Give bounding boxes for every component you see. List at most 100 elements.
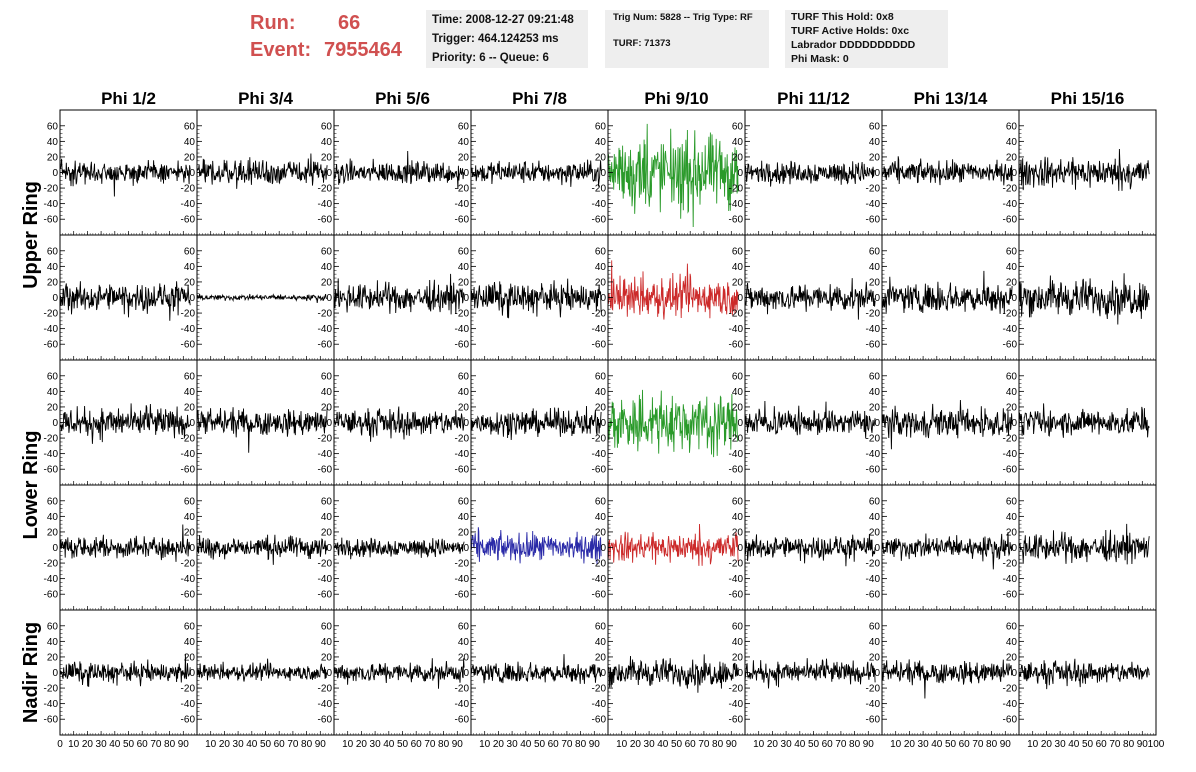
x-tick-label: 40 <box>109 739 121 750</box>
y-tick-label: 20 <box>595 152 607 163</box>
y-tick-label: 20 <box>595 527 607 538</box>
y-tick-label: 0 <box>874 668 880 679</box>
y-tick-label: 0 <box>874 168 880 179</box>
y-tick-label: 20 <box>732 152 744 163</box>
y-tick-label: 40 <box>1006 262 1018 273</box>
x-tick-label: 70 <box>287 739 299 750</box>
y-tick-label: 20 <box>732 652 744 663</box>
y-tick-label: -60 <box>866 340 881 351</box>
waveform-panel: -60 -40 -20 0 20 40 60 <box>44 359 198 486</box>
waveform-trace <box>744 278 876 320</box>
y-tick-label: 20 <box>321 527 333 538</box>
waveform-panel: -60 -40 -20 0 20 40 60 <box>866 484 1020 611</box>
waveform-panel: -60 -40 -20 0 20 40 60 <box>729 109 883 236</box>
waveform-panel: -60 -40 -20 0 20 40 60 <box>455 609 609 736</box>
y-tick-label: -60 <box>44 340 59 351</box>
y-tick-label: 40 <box>184 637 196 648</box>
y-tick-label: 0 <box>874 293 880 304</box>
column-label: Phi 7/8 <box>512 89 567 108</box>
y-tick-label: 40 <box>184 262 196 273</box>
y-tick-label: -20 <box>44 684 59 695</box>
y-tick-label: -60 <box>318 215 333 226</box>
y-tick-label: -20 <box>866 184 881 195</box>
y-tick-label: 60 <box>321 246 333 257</box>
y-tick-label: -20 <box>729 309 744 320</box>
y-tick-label: -20 <box>318 684 333 695</box>
y-tick-label: 60 <box>458 621 470 632</box>
y-tick-label: 20 <box>458 652 470 663</box>
waveform-trace <box>59 524 191 562</box>
y-tick-label: -20 <box>1003 309 1018 320</box>
y-tick-label: -60 <box>729 715 744 726</box>
y-tick-label: -40 <box>455 449 470 460</box>
y-tick-label: 0 <box>463 543 469 554</box>
x-tick-label: 10 <box>68 739 80 750</box>
waveform-trace <box>333 658 465 689</box>
y-tick-label: -20 <box>866 559 881 570</box>
y-tick-label: 20 <box>595 402 607 413</box>
y-tick-label: -40 <box>1003 199 1018 210</box>
waveform-panel: -60 -40 -20 0 20 40 60 <box>181 109 335 236</box>
run-value: 66 <box>338 12 361 34</box>
x-tick-label: 30 <box>781 739 793 750</box>
x-tick-label: 30 <box>918 739 930 750</box>
waveform-panel: -60 -40 -20 0 20 40 60 <box>592 609 746 736</box>
y-tick-label: 0 <box>463 168 469 179</box>
x-tick-label: 60 <box>137 739 149 750</box>
y-tick-label: 40 <box>321 387 333 398</box>
waveform-panel: -60 -40 -20 0 20 40 60 <box>729 609 883 736</box>
x-tick-label: 40 <box>794 739 806 750</box>
y-tick-label: 40 <box>184 512 196 523</box>
waveform-trace <box>59 403 191 444</box>
y-tick-label: -40 <box>44 324 59 335</box>
y-tick-label: -20 <box>455 684 470 695</box>
y-tick-label: 60 <box>184 246 196 257</box>
time-text: Time: 2008-12-27 09:21:48 <box>432 14 574 26</box>
y-tick-label: -60 <box>455 340 470 351</box>
x-tick-label: 90 <box>863 739 875 750</box>
y-tick-label: -40 <box>1003 324 1018 335</box>
y-tick-label: -20 <box>44 309 59 320</box>
y-tick-label: 60 <box>184 621 196 632</box>
waveform-trace <box>607 523 739 566</box>
y-tick-label: 40 <box>458 137 470 148</box>
waveform-trace <box>607 389 739 458</box>
y-tick-label: -20 <box>455 184 470 195</box>
turf-active-text: TURF Active Holds: 0xc <box>791 25 910 37</box>
y-tick-label: 0 <box>463 293 469 304</box>
y-tick-label: 20 <box>1006 652 1018 663</box>
y-tick-label: 60 <box>47 371 59 382</box>
x-tick-label: 10 <box>479 739 491 750</box>
waveform-panel: -60 -40 -20 0 20 40 60 <box>44 484 198 611</box>
waveform-panel: -60 -40 -20 0 20 40 60 <box>318 359 472 486</box>
waveform-panel: -60 -40 -20 0 20 40 60 <box>181 359 335 486</box>
x-tick-label: 60 <box>822 739 834 750</box>
waveform-panel: -60 -40 -20 0 20 40 60 <box>1003 234 1157 361</box>
y-tick-label: -60 <box>318 340 333 351</box>
y-tick-label: -60 <box>1003 465 1018 476</box>
y-tick-label: 60 <box>47 621 59 632</box>
waveform-trace <box>196 153 328 189</box>
y-tick-label: -40 <box>455 324 470 335</box>
y-tick-label: -20 <box>729 434 744 445</box>
y-tick-label: 60 <box>458 121 470 132</box>
y-tick-label: 60 <box>595 496 607 507</box>
y-tick-label: 20 <box>321 402 333 413</box>
waveform-trace <box>881 399 1013 450</box>
x-tick-label: 60 <box>959 739 971 750</box>
x-tick-label: 30 <box>507 739 519 750</box>
x-tick-label: 60 <box>1096 739 1108 750</box>
y-tick-label: -40 <box>866 574 881 585</box>
y-tick-label: -60 <box>592 465 607 476</box>
y-tick-label: 40 <box>47 137 59 148</box>
y-tick-label: 40 <box>321 137 333 148</box>
x-tick-label: 80 <box>164 739 176 750</box>
waveform-panel: -60 -40 -20 0 20 40 60 <box>44 609 198 736</box>
x-tick-label: 90 <box>726 739 738 750</box>
y-tick-label: 20 <box>1006 527 1018 538</box>
y-tick-label: -40 <box>866 199 881 210</box>
waveform-panel: -60 -40 -20 0 20 40 60 <box>318 234 472 361</box>
x-tick-label: 30 <box>233 739 245 750</box>
y-tick-label: -20 <box>318 184 333 195</box>
y-tick-label: 20 <box>47 527 59 538</box>
